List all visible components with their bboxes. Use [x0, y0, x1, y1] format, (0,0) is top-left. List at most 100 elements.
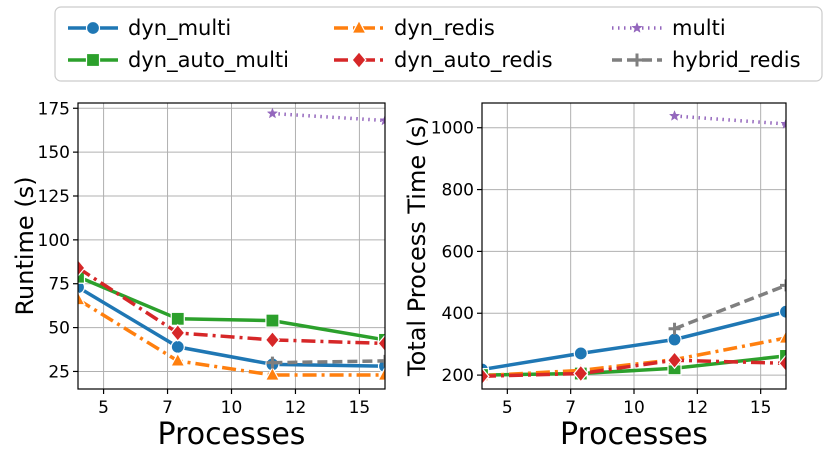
x-tick-label: 10 [221, 398, 243, 418]
y-tick-label: 50 [48, 319, 70, 339]
x-tick-label: 12 [285, 398, 307, 418]
data-point [379, 114, 385, 126]
series-dyn_auto_redis [78, 258, 385, 353]
plot-area [78, 107, 385, 381]
series-line [272, 359, 385, 365]
data-point [379, 354, 385, 367]
y-tick-label: 25 [48, 362, 70, 382]
y-tick-label: 200 [442, 366, 474, 386]
legend-item-dyn_auto_multi: dyn_auto_multi [68, 48, 289, 73]
series-line [482, 336, 786, 378]
legend-label: dyn_redis [394, 16, 495, 41]
data-point [778, 348, 786, 364]
data-point [78, 290, 86, 306]
x-tick-label: 7 [162, 398, 173, 418]
legend-frame [54, 6, 823, 82]
x-tick-label: 5 [502, 398, 513, 418]
x-tick-label: 5 [98, 398, 109, 418]
series-multi [668, 110, 786, 129]
y-tick-label: 100 [38, 231, 70, 251]
series-dyn_redis [78, 290, 385, 381]
y-tick-label: 400 [442, 304, 474, 324]
legend-marker [85, 20, 101, 36]
total-process-time-chart: 200 400 600 800 1000 5 7 10 12 15 Processes Total P… [403, 102, 787, 452]
data-point [170, 339, 185, 354]
data-point [573, 346, 588, 361]
legend-label: dyn_multi [128, 16, 231, 41]
data-point [668, 322, 681, 335]
series-dyn_multi [482, 304, 786, 377]
data-point [666, 351, 683, 370]
x-tick-label: 15 [349, 398, 371, 418]
data-point [377, 366, 385, 381]
y-axis-label: Runtime (s) [11, 176, 39, 315]
grid [482, 103, 786, 389]
y-tick-label: 175 [38, 99, 70, 119]
data-point [780, 279, 786, 292]
y-tick-label: 125 [38, 187, 70, 207]
data-point [266, 356, 279, 369]
series-line [272, 111, 385, 123]
data-point [169, 352, 186, 367]
data-point [778, 304, 786, 319]
series-multi [266, 107, 385, 126]
x-tick-label: 15 [750, 398, 772, 418]
legend-label: hybrid_redis [672, 48, 801, 73]
runtime-chart: 25 50 75 100 125 150 175 5 7 10 12 15 Processes Runti… [11, 99, 386, 452]
y-tick-label: 1000 [431, 119, 474, 139]
data-point [170, 323, 186, 342]
series-line [482, 310, 786, 372]
series-line [78, 298, 385, 377]
x-axis-label: Processes [158, 417, 306, 452]
data-point [778, 354, 786, 373]
data-point [668, 110, 681, 121]
grid [78, 103, 385, 389]
legend-marker [630, 53, 644, 67]
legend-label: multi [672, 16, 726, 40]
legend-marker [351, 19, 367, 34]
y-tick-label: 800 [442, 181, 474, 201]
legend-label: dyn_auto_multi [128, 48, 289, 73]
series-line [482, 358, 786, 379]
x-tick-label: 10 [623, 398, 645, 418]
legend-item-multi: multi [612, 16, 726, 40]
series-line [78, 285, 385, 368]
data-point [778, 329, 786, 344]
legend-item-dyn_auto_redis: dyn_auto_redis [334, 48, 553, 73]
legend-item-dyn_multi: dyn_multi [68, 16, 231, 41]
data-point [170, 311, 185, 326]
legend-label: dyn_auto_redis [394, 48, 553, 73]
series-hybrid_redis [668, 279, 786, 335]
series-line [78, 266, 385, 346]
series-line [78, 275, 385, 342]
data-point [573, 364, 589, 383]
y-tick-label: 600 [442, 242, 474, 262]
data-point [264, 366, 281, 381]
y-axis-label: Total Process Time (s) [403, 116, 431, 377]
series-line [674, 114, 786, 126]
x-tick-label: 12 [687, 398, 709, 418]
legend-marker [631, 22, 643, 33]
data-point [780, 118, 786, 129]
data-point [266, 107, 279, 119]
plot-area [482, 110, 786, 386]
data-point [78, 269, 86, 284]
data-point [667, 332, 682, 347]
legend-marker [351, 50, 367, 70]
series-hybrid_redis [266, 354, 385, 369]
data-point [377, 334, 385, 353]
series-line [673, 283, 786, 331]
x-axis-label: Processes [560, 417, 708, 452]
legend-item-hybrid_redis: hybrid_redis [612, 48, 801, 73]
y-tick-label: 75 [48, 275, 70, 295]
legend-item-dyn_redis: dyn_redis [334, 16, 495, 41]
y-tick-label: 150 [38, 143, 70, 163]
x-tick-label: 7 [565, 398, 576, 418]
data-point [78, 258, 86, 277]
data-point [78, 280, 86, 295]
series-dyn_auto_redis [482, 351, 786, 386]
data-point [264, 330, 281, 349]
legend: dyn_multi dyn_redis multi dyn_auto_multi dyn… [54, 6, 823, 82]
data-point [482, 367, 490, 386]
